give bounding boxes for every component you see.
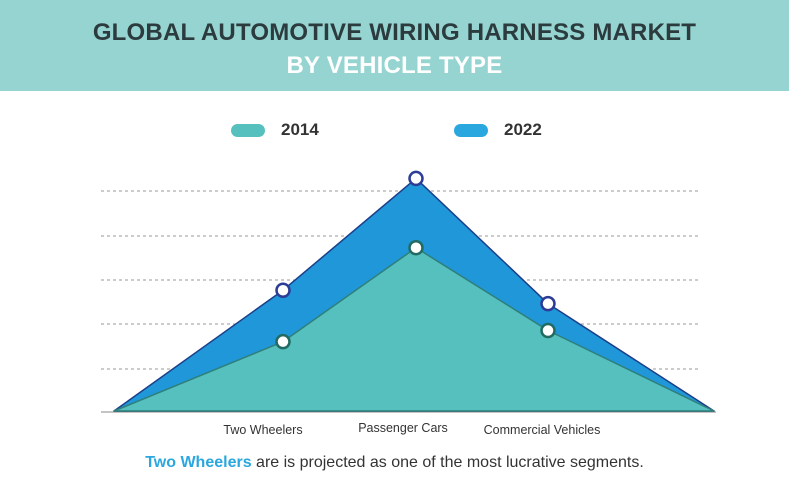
header-banner: GLOBAL AUTOMOTIVE WIRING HARNESS MARKET … — [0, 0, 789, 91]
caption: Two Wheelers are is projected as one of … — [0, 454, 789, 472]
series-points — [275, 170, 556, 350]
data-point-2022-2 — [540, 295, 556, 312]
area-series-2014 — [113, 246, 715, 412]
legend-swatch-2014 — [231, 123, 265, 137]
chart-title: GLOBAL AUTOMOTIVE WIRING HARNESS MARKET — [92, 19, 697, 46]
x-tick-label: Passenger Cars — [358, 421, 448, 435]
data-point-2014-2 — [540, 322, 556, 339]
caption-text: are is projected as one of the most lucr… — [251, 454, 644, 471]
series-areas — [113, 177, 715, 412]
area-chart: Two Wheelers Passenger Cars Commercial Veh… — [101, 170, 716, 437]
data-point-2022-0 — [275, 282, 291, 298]
data-point-2022-1 — [408, 170, 424, 187]
legend-swatch-2022 — [454, 123, 488, 137]
legend-label-2014: 2014 — [281, 120, 319, 139]
legend-item-2022: 2022 — [454, 118, 542, 142]
caption-highlight: Two Wheelers — [145, 454, 252, 471]
data-point-2014-1 — [408, 239, 424, 256]
x-tick-labels: Two Wheelers Passenger Cars Commercial Veh… — [223, 421, 600, 437]
legend-label-2022: 2022 — [504, 120, 542, 139]
data-point-2014-0 — [275, 333, 291, 350]
x-tick-label: Commercial Vehicles — [484, 423, 601, 437]
legend-item-2014: 2014 — [231, 118, 319, 142]
chart-subtitle: BY VEHICLE TYPE — [286, 52, 503, 79]
x-tick-label: Two Wheelers — [223, 423, 302, 437]
